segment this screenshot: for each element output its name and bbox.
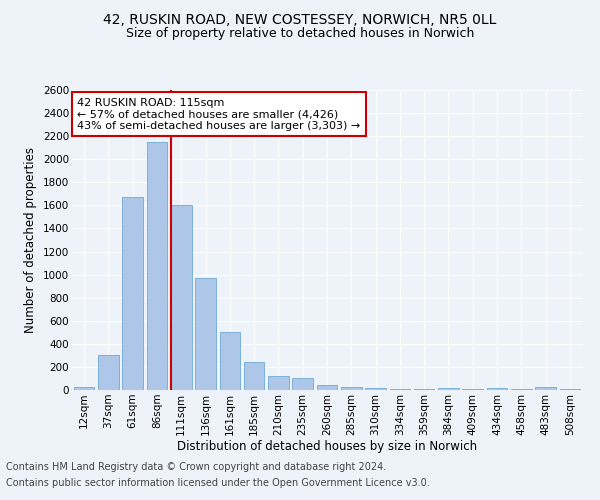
Bar bbox=[414, 389, 434, 390]
Bar bbox=[171, 206, 191, 390]
Bar bbox=[98, 356, 119, 390]
X-axis label: Distribution of detached houses by size in Norwich: Distribution of detached houses by size … bbox=[177, 440, 477, 454]
Bar bbox=[292, 378, 313, 390]
Y-axis label: Number of detached properties: Number of detached properties bbox=[25, 147, 37, 333]
Bar bbox=[365, 388, 386, 390]
Bar bbox=[389, 389, 410, 390]
Text: 42 RUSKIN ROAD: 115sqm
← 57% of detached houses are smaller (4,426)
43% of semi-: 42 RUSKIN ROAD: 115sqm ← 57% of detached… bbox=[77, 98, 361, 130]
Bar bbox=[195, 278, 216, 390]
Text: Contains HM Land Registry data © Crown copyright and database right 2024.: Contains HM Land Registry data © Crown c… bbox=[6, 462, 386, 472]
Bar bbox=[220, 332, 240, 390]
Bar bbox=[268, 376, 289, 390]
Bar bbox=[438, 388, 459, 390]
Text: Size of property relative to detached houses in Norwich: Size of property relative to detached ho… bbox=[126, 28, 474, 40]
Text: Contains public sector information licensed under the Open Government Licence v3: Contains public sector information licen… bbox=[6, 478, 430, 488]
Bar bbox=[487, 388, 508, 390]
Bar bbox=[74, 388, 94, 390]
Bar bbox=[317, 385, 337, 390]
Text: 42, RUSKIN ROAD, NEW COSTESSEY, NORWICH, NR5 0LL: 42, RUSKIN ROAD, NEW COSTESSEY, NORWICH,… bbox=[103, 12, 497, 26]
Bar bbox=[146, 142, 167, 390]
Bar bbox=[122, 198, 143, 390]
Bar bbox=[244, 362, 265, 390]
Bar bbox=[535, 388, 556, 390]
Bar bbox=[463, 389, 483, 390]
Bar bbox=[341, 386, 362, 390]
